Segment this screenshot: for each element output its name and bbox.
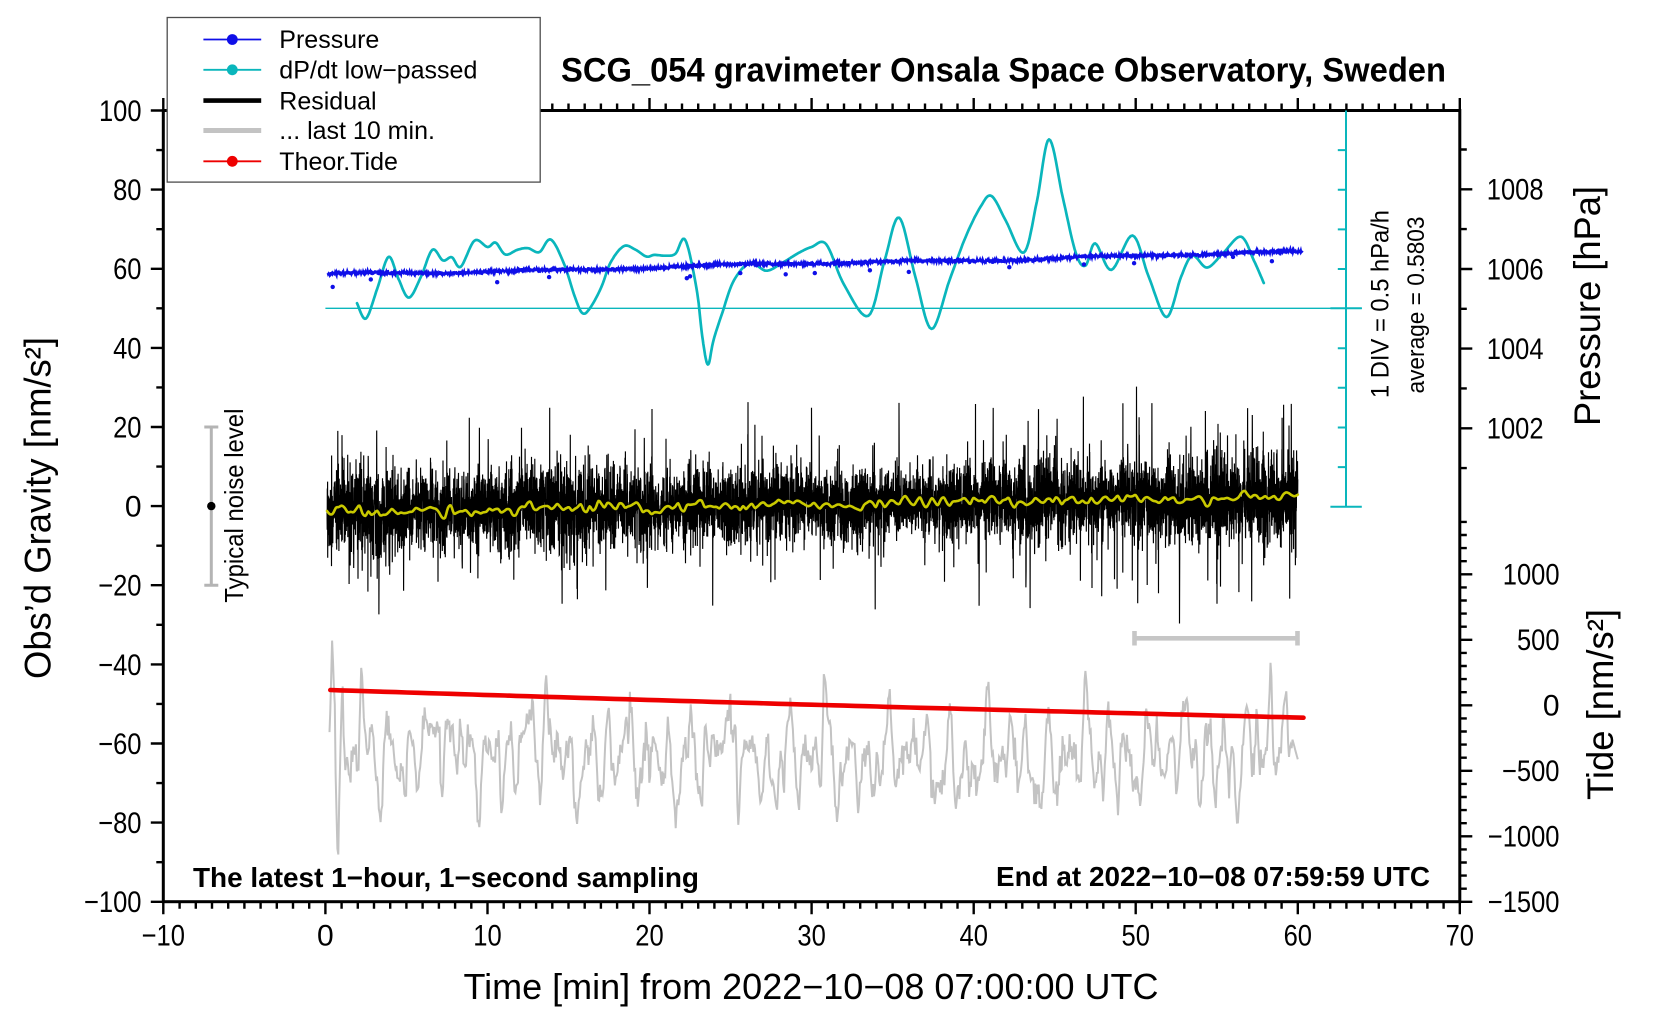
svg-text:100: 100 <box>99 95 142 128</box>
svg-text:−1500: −1500 <box>1488 886 1560 919</box>
svg-text:−20: −20 <box>98 570 141 603</box>
svg-text:20: 20 <box>113 411 141 444</box>
svg-text:Pressure: Pressure <box>279 26 379 54</box>
svg-text:−60: −60 <box>98 728 141 761</box>
svg-text:Residual: Residual <box>279 87 376 115</box>
svg-text:20: 20 <box>635 920 663 953</box>
svg-text:0: 0 <box>1543 690 1560 723</box>
svg-text:Typical noise level: Typical noise level <box>219 409 249 603</box>
svg-text:1006: 1006 <box>1487 253 1544 286</box>
svg-text:1 DIV = 0.5 hPa/h: 1 DIV = 0.5 hPa/h <box>1367 210 1395 398</box>
svg-text:0: 0 <box>317 920 334 953</box>
svg-text:SCG_054 gravimeter Onsala Spac: SCG_054 gravimeter Onsala Space Observat… <box>561 52 1446 90</box>
svg-text:End at 2022−10−08 07:59:59 UTC: End at 2022−10−08 07:59:59 UTC <box>996 861 1430 892</box>
svg-text:60: 60 <box>113 253 141 286</box>
svg-text:40: 40 <box>113 332 141 365</box>
svg-text:−500: −500 <box>1502 755 1560 788</box>
svg-text:1004: 1004 <box>1487 333 1544 366</box>
svg-text:40: 40 <box>960 920 988 953</box>
svg-text:−40: −40 <box>98 649 141 682</box>
svg-text:500: 500 <box>1517 624 1560 657</box>
svg-text:50: 50 <box>1122 920 1150 953</box>
svg-text:30: 30 <box>797 920 825 953</box>
svg-text:... last 10 min.: ... last 10 min. <box>279 117 435 145</box>
svg-text:Pressure [hPa]: Pressure [hPa] <box>1567 186 1608 426</box>
svg-text:dP/dt low−passed: dP/dt low−passed <box>279 57 477 85</box>
svg-text:Obs’d Gravity [nm/s²]: Obs’d Gravity [nm/s²] <box>18 337 59 679</box>
svg-text:−10: −10 <box>142 920 185 953</box>
svg-text:−1000: −1000 <box>1488 821 1560 854</box>
svg-text:Theor.Tide: Theor.Tide <box>279 148 398 176</box>
svg-text:0: 0 <box>125 491 142 524</box>
svg-text:The latest 1−hour, 1−second sa: The latest 1−hour, 1−second sampling <box>193 862 699 893</box>
svg-text:−100: −100 <box>84 886 142 919</box>
svg-text:Time [min] from 2022−10−08 07:: Time [min] from 2022−10−08 07:00:00 UTC <box>463 966 1158 1007</box>
svg-text:1008: 1008 <box>1487 174 1544 207</box>
svg-text:1000: 1000 <box>1503 559 1560 592</box>
svg-text:Tide [nm/s²]: Tide [nm/s²] <box>1580 609 1621 800</box>
svg-text:70: 70 <box>1446 920 1474 953</box>
svg-text:60: 60 <box>1284 920 1312 953</box>
svg-text:−80: −80 <box>98 807 141 840</box>
svg-text:1002: 1002 <box>1487 413 1544 446</box>
svg-text:80: 80 <box>113 174 141 207</box>
svg-text:average = 0.5803: average = 0.5803 <box>1403 217 1430 394</box>
svg-text:10: 10 <box>473 920 501 953</box>
